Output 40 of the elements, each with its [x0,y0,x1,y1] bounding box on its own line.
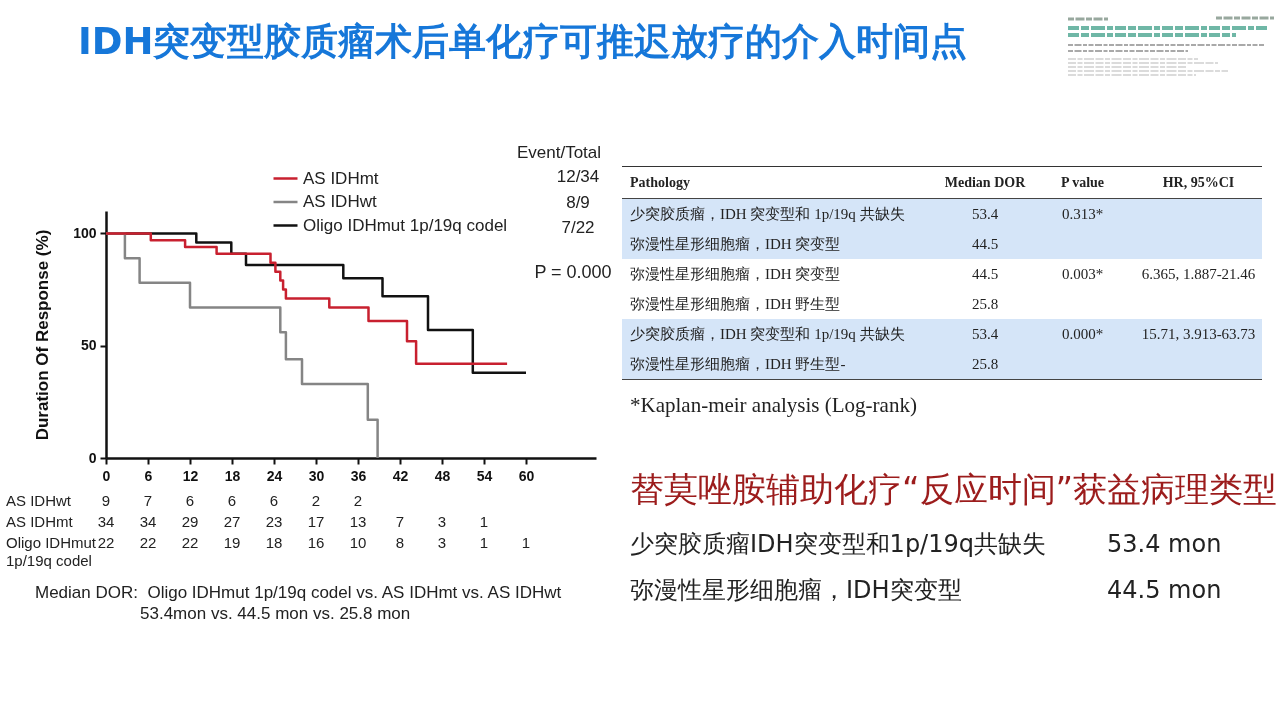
legend-label: AS IDHmt [303,168,379,188]
text: 弥漫性星形细胞瘤，IDH 突变型 44.5 0.003* 6.365, 1.887-21.46 [630,265,1256,282]
text: Oligo IDHmut 1p/19q codel 22 22 22 19 18 16 10 8 3 1 1 [6,534,531,569]
text: *Kaplan-meir analysis (Log-rank) [629,392,918,418]
annotation: 8/9 [566,192,590,212]
y-axis-title: Duration Of Response (%) [33,229,53,441]
text: 53.4mon vs. 44.5 mon vs. 25.8 mon [140,604,411,624]
text: Median DOR: Oligo IDHmut 1p/19q codel vs. AS IDHmt vs. AS IDHwt [35,583,562,603]
text: 少突胶质瘤IDH突变型和1p/19q共缺失 53.4 mon [630,530,1222,558]
y-tick-label: 50 [80,337,97,354]
text: 替莫唑胺辅助化疗“反应时间”获益病理类型 [630,468,1278,511]
x-tick-label: 60 [518,467,535,484]
x-tick-label: 6 [144,467,153,484]
text: AS IDHmt 34 34 29 27 23 17 13 7 3 1 [6,513,489,530]
annotation: P = 0.000 [534,262,612,282]
text: 弥漫性星形细胞瘤，IDH突变型 44.5 mon [630,576,1222,604]
x-tick-label: 36 [350,467,367,484]
x-tick-label: 54 [476,467,493,484]
x-tick-label: 24 [266,467,283,484]
x-tick-label: 18 [224,467,241,484]
text: 少突胶质瘤，IDH 突变型和 1p/19q 共缺失 53.4 0.000* 15.71, 3.913-63.73 [630,325,1256,342]
y-tick-label: 100 [73,224,97,241]
text: 12/34 [556,167,600,186]
chart-title: IDH突变型胶质瘤术后单化疗可推迟放疗的介入时间点 [78,19,968,65]
text: Event/Total [516,143,602,162]
x-tick-label: 42 [392,467,409,484]
x-tick-label: 12 [182,467,199,484]
text: 弥漫性星形细胞瘤，IDH 突变型 44.5 [630,235,999,252]
legend-label: Oligo IDHmut 1p/19q codel [303,215,508,235]
x-tick-label: 30 [308,467,325,484]
x-tick-label: 0 [102,467,111,484]
x-tick-label: 48 [434,467,451,484]
annotation: 7/22 [561,218,595,237]
text: 弥漫性星形细胞瘤，IDH 野生型 25.8 [630,295,999,312]
y-tick-label: 0 [88,449,97,466]
text: 弥漫性星形细胞瘤，IDH 野生型- 25.8 [630,355,999,372]
text: Pathology Median DOR P value HR, 95%CI [630,174,1235,190]
text: 少突胶质瘤，IDH 突变型和 1p/19q 共缺失 53.4 0.313* [630,205,1104,222]
text: AS IDHwt 9 7 6 6 6 2 2 [6,492,363,509]
legend-label: AS IDHwt [303,192,377,211]
